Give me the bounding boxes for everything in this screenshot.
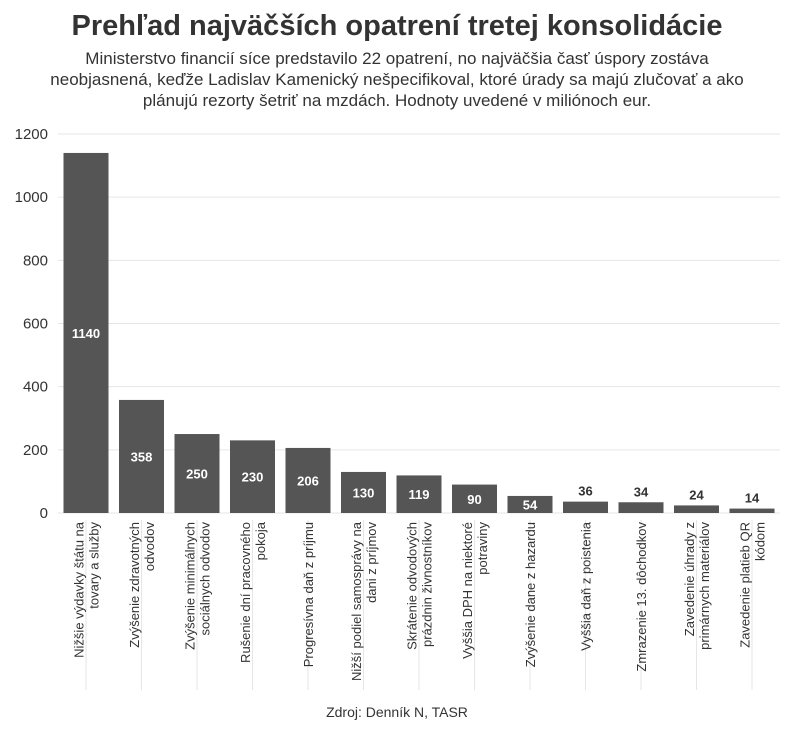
x-tick-label: Nižší podiel samosprávy na <box>349 521 364 681</box>
bar <box>119 399 164 513</box>
data-label: 1140 <box>72 326 100 341</box>
y-tick-label: 200 <box>23 442 48 459</box>
x-tick-label: Zvýšenie minimálnych <box>183 522 198 650</box>
data-label: 358 <box>131 449 153 464</box>
y-tick-label: 1000 <box>15 189 48 206</box>
bar <box>230 440 275 513</box>
x-tick-label: Zavedenie úhrady z <box>682 522 697 636</box>
x-tick-label: primárnych materiálov <box>697 522 712 650</box>
data-label: 54 <box>523 497 538 512</box>
bar <box>452 484 497 513</box>
chart-subtitle: Ministerstvo financií síce predstavilo 2… <box>50 49 744 110</box>
data-label: 14 <box>745 491 760 506</box>
y-tick-label: 0 <box>40 505 48 522</box>
x-tick-label: Zavedenie platieb QR <box>738 522 753 648</box>
x-tick-label: sociálnych odvodov <box>198 522 213 636</box>
data-label: 34 <box>634 484 649 499</box>
bar <box>729 508 775 513</box>
x-tick-label: Nižšie výdavky štátu na <box>72 521 87 658</box>
data-label: 36 <box>578 484 592 499</box>
data-label: 206 <box>297 473 319 488</box>
x-tick-label: Zvýšenie zdravotných <box>127 522 142 648</box>
y-tick-label: 800 <box>23 252 48 269</box>
data-label: 90 <box>467 492 481 507</box>
x-tick-label: odvodov <box>142 522 157 572</box>
x-tick-label: Vyššia daň z poistenia <box>579 521 594 651</box>
bar <box>674 505 719 513</box>
x-tick-label: Progresívna daň z príjmu <box>301 522 316 667</box>
data-label: 250 <box>186 467 208 482</box>
x-tick-label: dani z príjmov <box>364 522 379 603</box>
y-tick-label: 400 <box>23 379 48 396</box>
x-tick-label: kódom <box>753 522 768 561</box>
bar <box>563 501 608 513</box>
chart-title: Prehľad najväčších opatrení tretej konso… <box>71 10 723 42</box>
data-label: 230 <box>242 470 264 485</box>
y-tick-label: 1200 <box>15 126 48 143</box>
x-tick-label: Zvýšenie dane z hazardu <box>523 522 538 667</box>
x-tick-label: Zmrazenie 13. dôchodkov <box>634 522 649 672</box>
bar <box>507 495 553 513</box>
bar <box>285 447 331 513</box>
x-tick-label: Rušenie dní pracovného <box>238 522 253 663</box>
source-note: Zdroj: Denník N, TASR <box>326 704 468 720</box>
data-label: 130 <box>353 485 375 500</box>
bar <box>396 475 442 513</box>
x-tick-label: prázdnin živnostníkov <box>420 522 435 648</box>
bar <box>341 471 386 513</box>
x-tick-label: Skrátenie odvodových <box>405 522 420 650</box>
bar <box>63 152 109 513</box>
bar <box>174 434 220 513</box>
data-label: 119 <box>409 487 430 502</box>
x-tick-label: pokoja <box>253 521 268 560</box>
y-tick-label: 600 <box>23 316 48 333</box>
x-tick-label: tovary a služby <box>87 522 102 609</box>
bar <box>618 502 664 513</box>
data-label: 24 <box>689 487 704 502</box>
x-tick-label: potraviny <box>475 522 490 575</box>
x-tick-label: Vyššia DPH na niektoré <box>460 522 475 659</box>
